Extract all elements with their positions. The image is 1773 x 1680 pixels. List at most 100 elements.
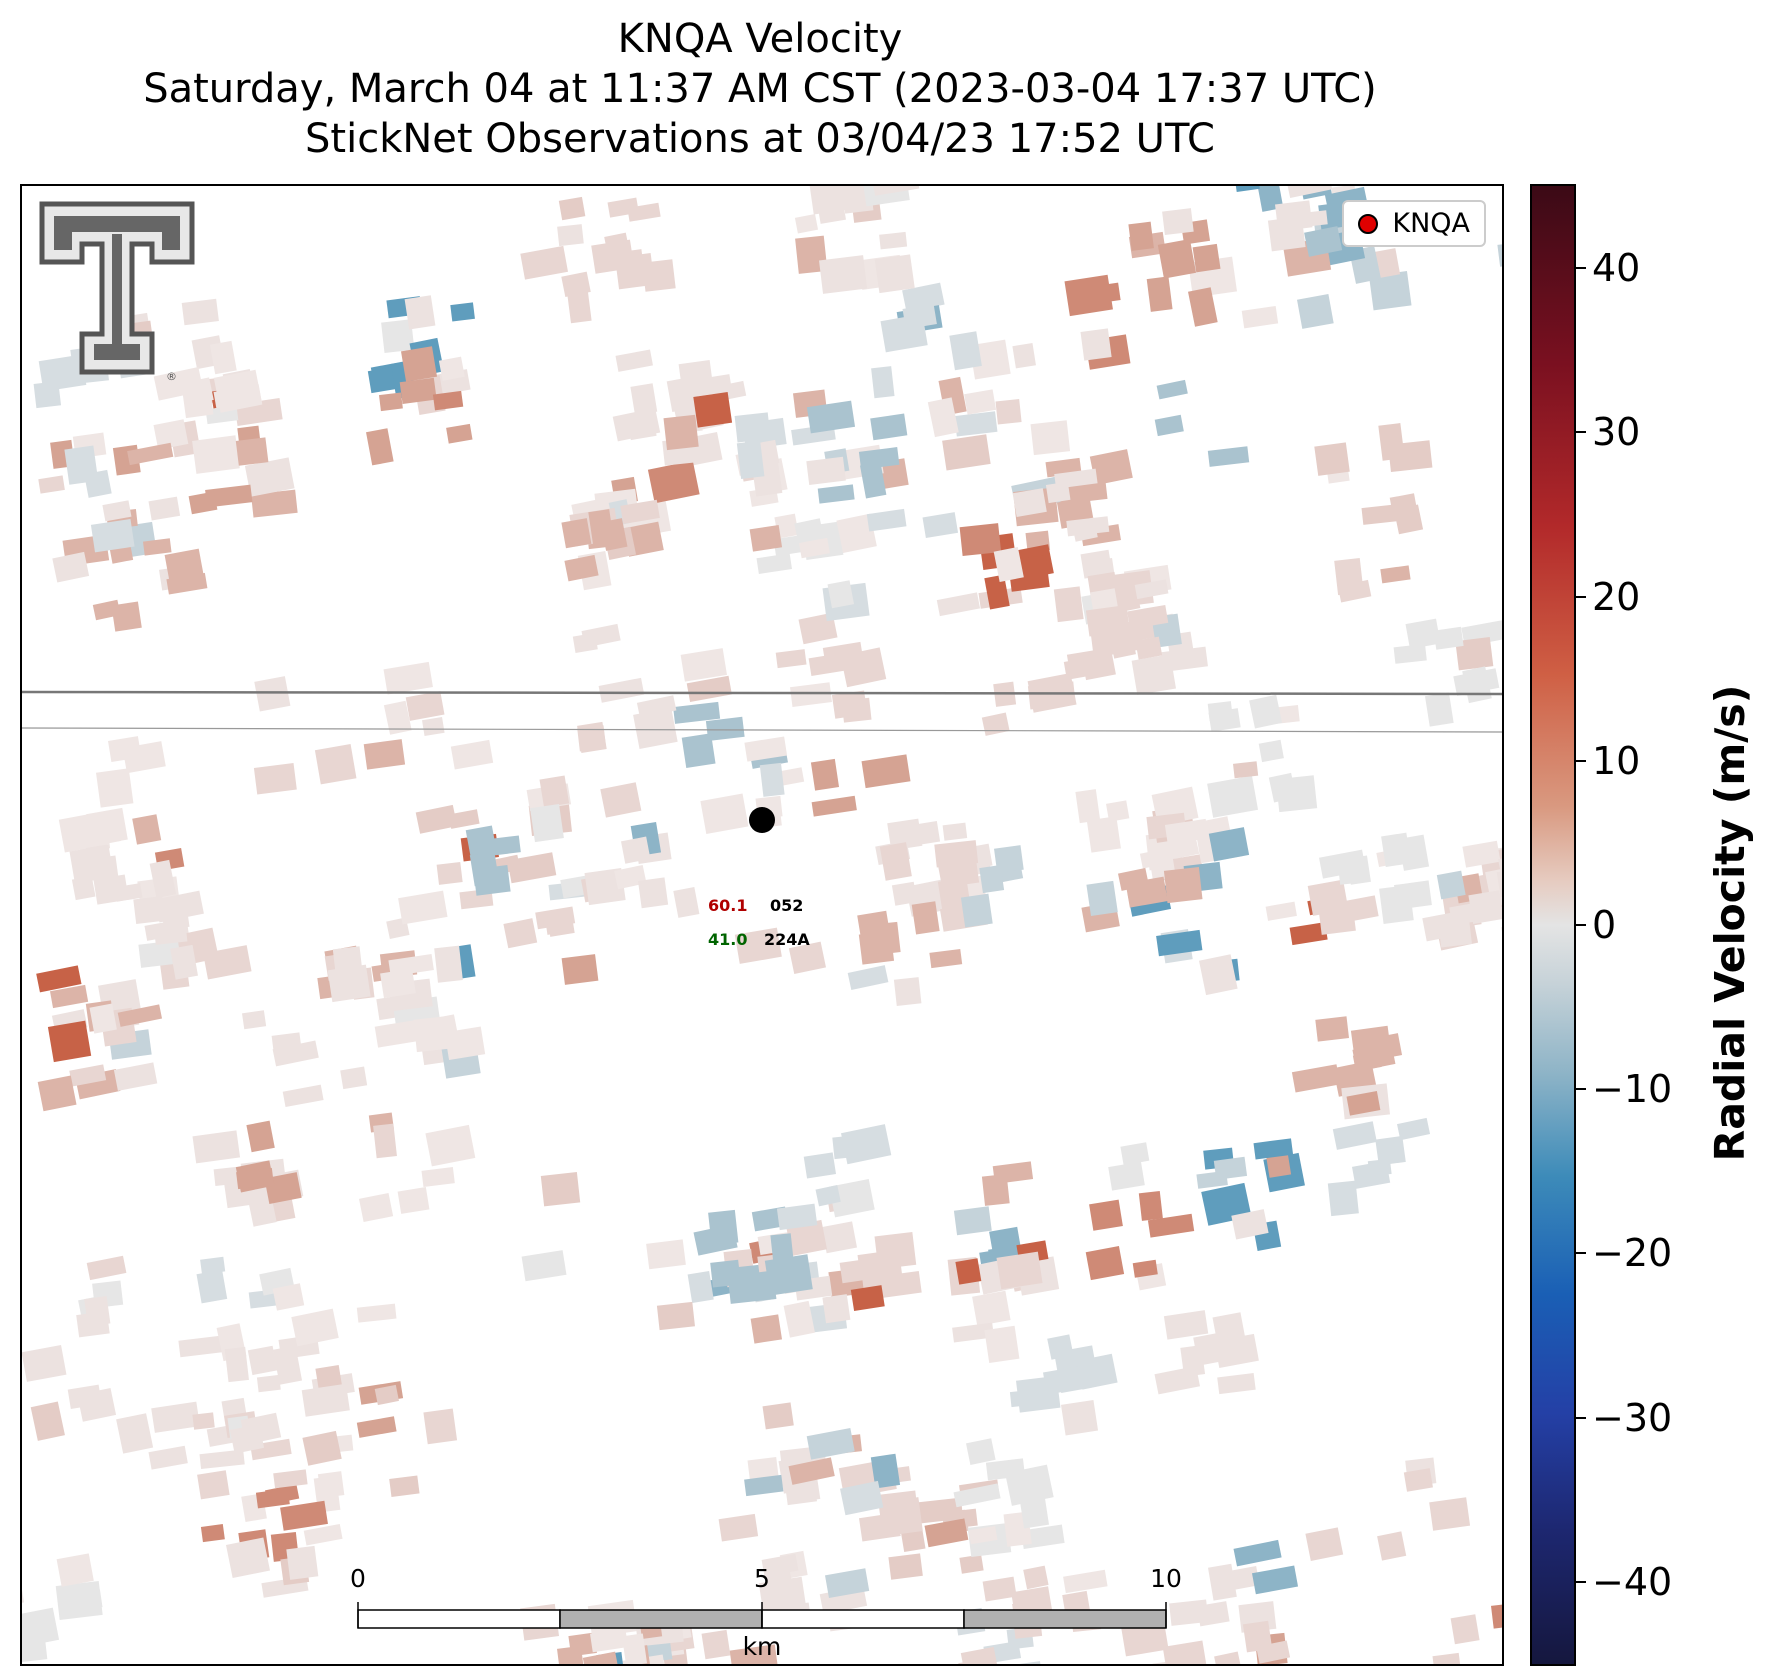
velocity-pixel — [1231, 1209, 1269, 1240]
velocity-pixel — [642, 259, 676, 292]
velocity-pixel — [584, 867, 626, 906]
colorbar-tick — [1576, 759, 1586, 762]
velocity-pixel — [1170, 829, 1200, 859]
velocity-pixel — [825, 1568, 870, 1598]
velocity-pixel — [1256, 1640, 1291, 1664]
velocity-pixel — [1018, 1489, 1050, 1529]
velocity-pixel — [256, 1374, 281, 1393]
velocity-pixel — [803, 1152, 837, 1179]
velocity-pixel — [1066, 648, 1106, 670]
velocity-pixel — [997, 1661, 1043, 1664]
radar-site-marker-icon — [1358, 213, 1379, 234]
velocity-pixel — [1275, 200, 1313, 232]
velocity-pixel — [902, 282, 945, 313]
velocity-pixel — [1163, 1310, 1209, 1340]
velocity-pixel — [272, 1040, 319, 1067]
velocity-pixel — [1346, 1091, 1381, 1116]
velocity-pixel — [762, 1402, 794, 1430]
velocity-pixel — [1208, 827, 1250, 862]
velocity-pixel — [792, 1477, 821, 1503]
velocity-pixel — [1071, 517, 1098, 542]
velocity-pixel — [620, 836, 651, 864]
velocity-pixel — [718, 1513, 759, 1542]
velocity-pixel — [401, 346, 438, 382]
velocity-pixel — [246, 1120, 275, 1153]
velocity-pixel — [50, 984, 89, 1009]
velocity-pixel — [1128, 221, 1154, 251]
velocity-pixel — [314, 744, 357, 785]
velocity-pixel — [383, 661, 433, 695]
velocity-pixel — [1075, 789, 1101, 824]
velocity-pixel — [117, 1004, 163, 1027]
velocity-pixel — [734, 927, 782, 964]
velocity-pixel — [759, 762, 785, 797]
velocity-pixel — [788, 941, 826, 975]
velocity-pixel — [1054, 468, 1098, 489]
velocity-pixel — [841, 186, 874, 214]
velocity-pixel — [224, 1346, 249, 1383]
velocity-pixel — [788, 1457, 835, 1485]
velocity-pixel — [203, 945, 252, 980]
velocity-pixel — [164, 548, 204, 582]
velocity-pixel — [729, 1644, 780, 1664]
velocity-pixel — [622, 1633, 648, 1664]
scale-label-0: 0 — [350, 1564, 366, 1593]
velocity-pixel — [630, 383, 658, 416]
velocity-pixel — [1030, 420, 1071, 456]
velocity-pixel — [959, 523, 1002, 557]
velocity-pixel — [1429, 1497, 1471, 1531]
velocity-pixel — [1450, 1614, 1480, 1645]
velocity-pixel — [638, 877, 669, 909]
velocity-pixel — [425, 1124, 476, 1167]
velocity-pixel — [680, 648, 727, 682]
velocity-pixel — [56, 1553, 94, 1587]
velocity-pixel — [927, 397, 959, 438]
velocity-pixel — [37, 1075, 77, 1112]
velocity-pixel — [918, 1497, 964, 1524]
velocity-pixel — [996, 1251, 1043, 1290]
velocity-pixel — [153, 419, 189, 450]
colorbar-tick — [1576, 1416, 1586, 1419]
velocity-pixel — [539, 775, 570, 808]
velocity-pixel — [379, 392, 403, 412]
colorbar-tick-label: −30 — [1592, 1395, 1673, 1440]
velocity-pixel — [1375, 1135, 1406, 1166]
velocity-pixel — [1086, 880, 1118, 917]
station-wind-direction: 41.0 — [708, 930, 748, 949]
velocity-pixel — [1085, 604, 1130, 637]
velocity-pixel — [954, 411, 998, 437]
velocity-pixel — [687, 1271, 714, 1304]
velocity-pixel — [398, 890, 448, 925]
velocity-pixel — [1076, 1353, 1118, 1390]
velocity-pixel — [374, 1384, 399, 1406]
velocity-pixel — [874, 254, 915, 294]
velocity-pixel — [984, 574, 1010, 610]
colorbar-tick — [1576, 267, 1586, 270]
velocity-pixel — [861, 186, 910, 207]
velocity-pixel — [1389, 493, 1418, 515]
velocity-pixel — [1095, 631, 1144, 658]
velocity-pixel — [1433, 626, 1464, 650]
sticknet-station-marker[interactable] — [749, 807, 775, 833]
velocity-pixel — [415, 804, 458, 834]
velocity-pixel — [76, 1311, 110, 1338]
velocity-pixel — [1192, 243, 1221, 273]
velocity-pixel — [1012, 343, 1036, 369]
velocity-pixel — [736, 440, 765, 480]
velocity-pixel — [1132, 1259, 1158, 1278]
velocity-pixel — [870, 1453, 901, 1489]
velocity-pixel — [399, 377, 437, 405]
velocity-pixel — [1275, 775, 1318, 813]
colorbar-tick — [1576, 1580, 1586, 1583]
velocity-pixel — [984, 1325, 1020, 1364]
velocity-colorbar — [1530, 184, 1576, 1666]
velocity-pixel — [363, 739, 406, 770]
velocity-pixel — [1455, 636, 1494, 671]
velocity-pixel — [1188, 287, 1218, 327]
velocity-pixel — [96, 768, 134, 808]
velocity-pixel — [870, 413, 908, 441]
velocity-pixel — [1047, 1334, 1074, 1360]
velocity-pixel — [72, 1589, 103, 1612]
velocity-pixel — [1009, 1389, 1035, 1408]
velocity-pixel — [423, 1408, 458, 1445]
